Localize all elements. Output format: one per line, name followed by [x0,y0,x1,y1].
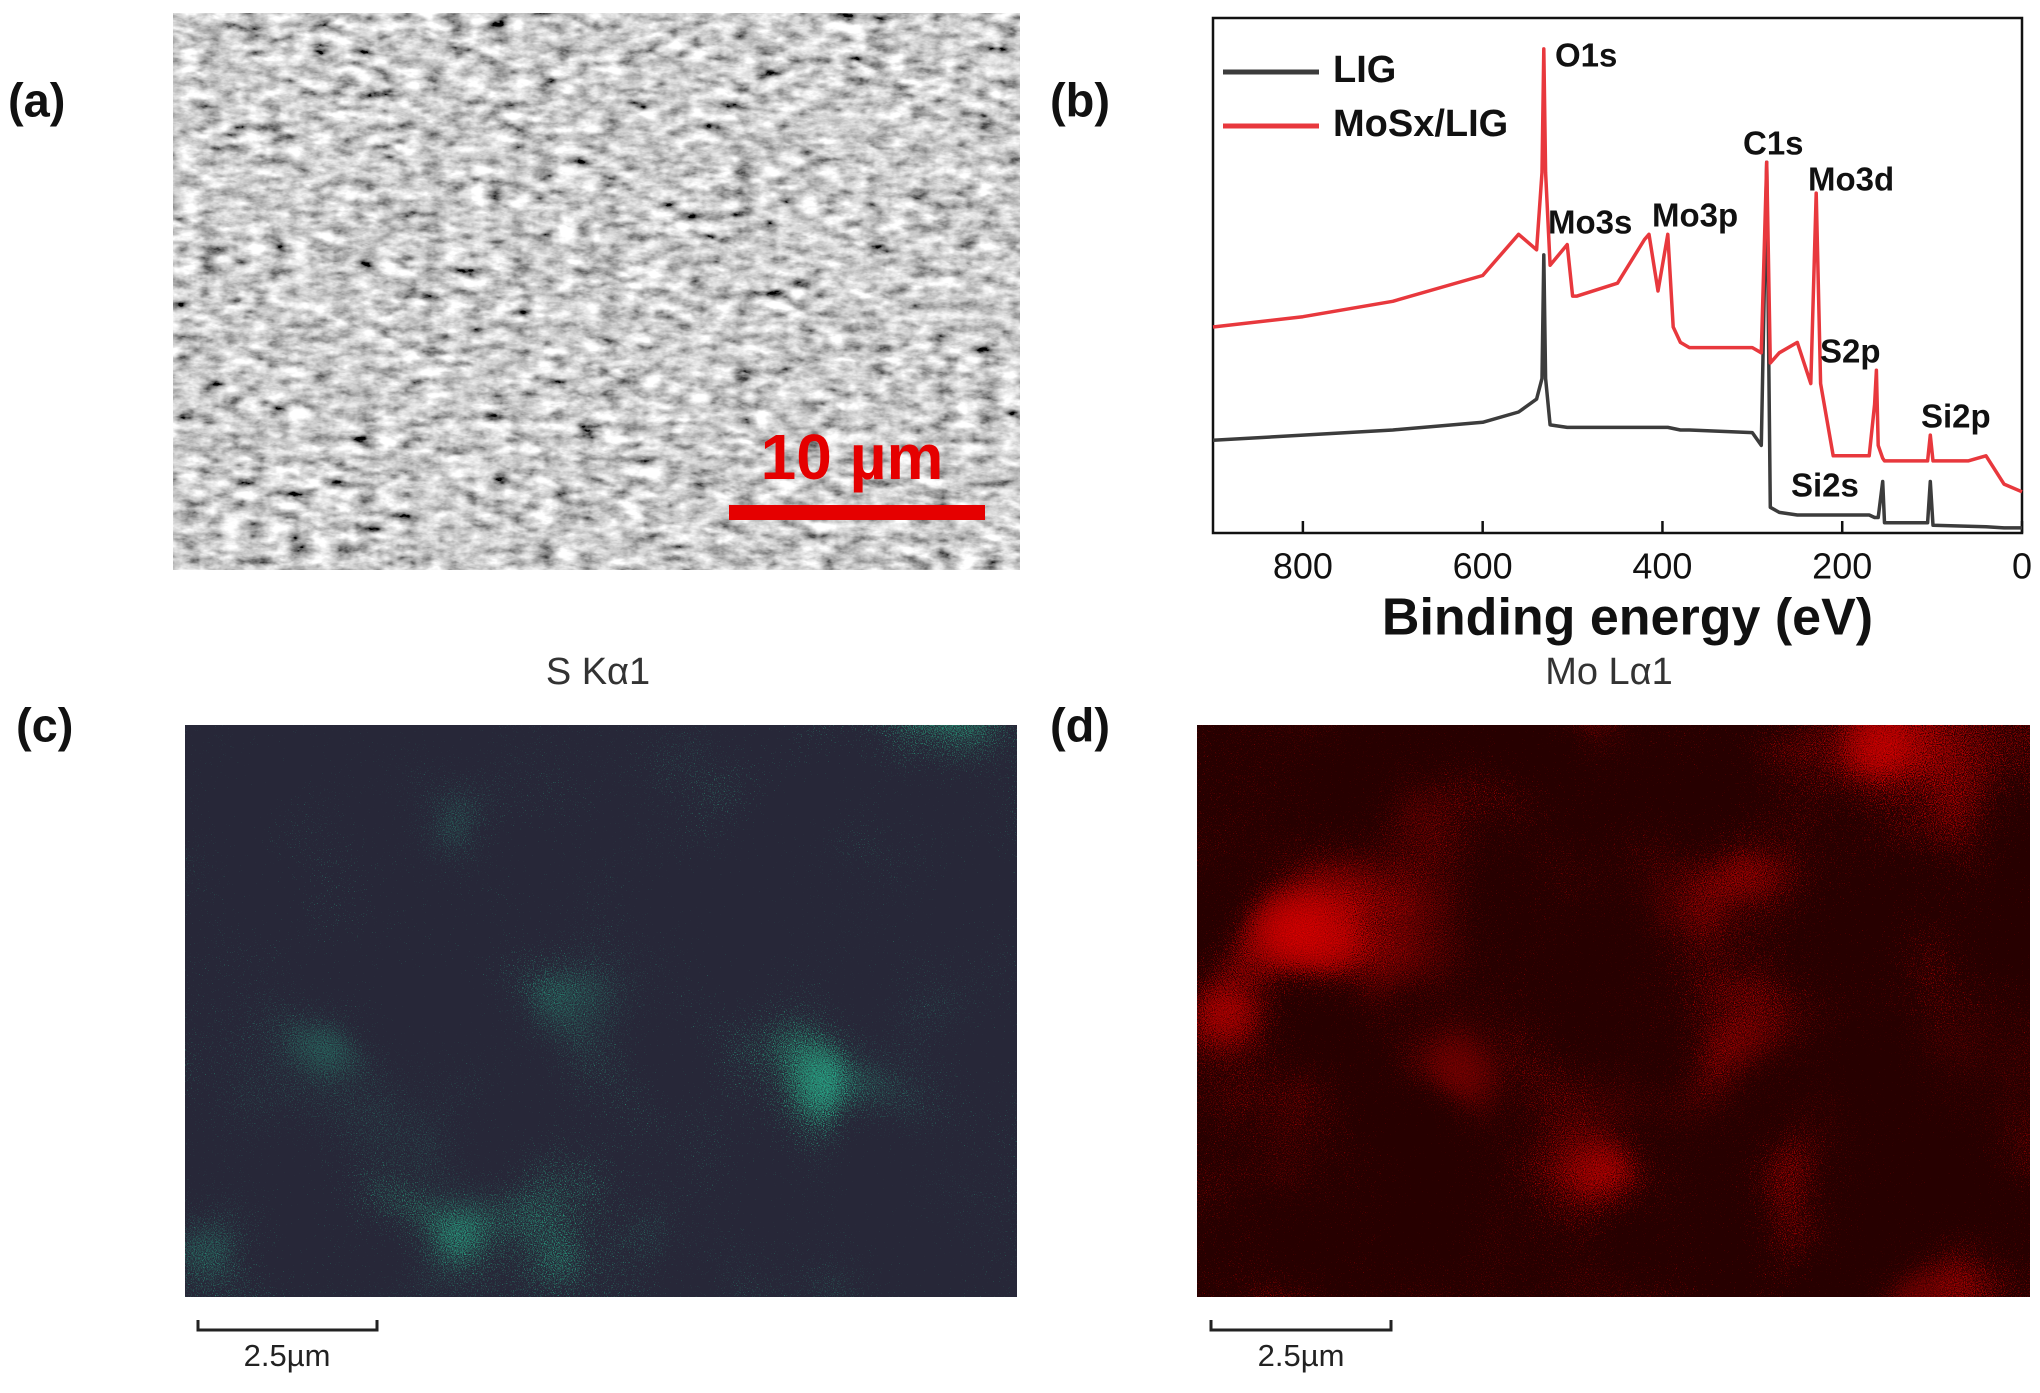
map-title: S Kα1 [546,651,650,693]
peak-label: Si2p [1921,398,1991,435]
x-tick-label: 600 [1453,546,1513,587]
peak-label: O1s [1555,37,1617,74]
peak-label: S2p [1820,333,1881,370]
sem-scale-bar [729,505,985,520]
peak-label: Mo3s [1548,204,1632,241]
panel-label: (c) [16,698,73,751]
x-tick-label: 400 [1632,546,1692,587]
peak-label: Si2s [1791,467,1859,504]
legend-label: LIG [1333,49,1396,91]
peak-label: Mo3d [1808,161,1894,198]
panel-label: (b) [1050,73,1110,126]
xps-chart: 800 600 400 200 0 Binding energy (eV) LIG MoSx/… [1211,16,2032,647]
x-tick-label: 800 [1273,546,1333,587]
s-map [185,725,1017,1297]
peak-label: Mo3p [1652,197,1738,234]
x-axis-label: Binding energy (eV) [1382,589,1873,647]
map-title: Mo Lα1 [1545,651,1673,693]
sem-image [173,13,1020,570]
map-scale-bar [1209,1320,1393,1332]
x-tick-label: 200 [1812,546,1872,587]
panel-label: (a) [8,73,65,126]
sem-scale-text: 10 µm [761,421,944,493]
map-scale-text: 2.5µm [244,1338,331,1373]
map-scale-bar [196,1320,379,1332]
peak-label: C1s [1743,125,1804,162]
plot-frame [1211,16,2024,535]
legend-label: MoSx/LIG [1333,103,1508,145]
series-line [1212,47,2023,494]
x-tick-label: 0 [2012,546,2032,587]
mo-map [1197,725,2030,1297]
panel-label: (d) [1050,698,1110,751]
map-scale-text: 2.5µm [1258,1338,1345,1373]
